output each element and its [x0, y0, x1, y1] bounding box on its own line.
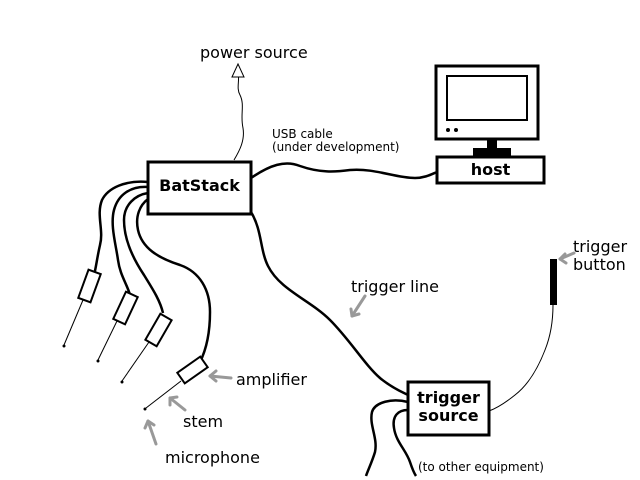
usb-cable-label: USB cable (under development) [272, 127, 400, 155]
stem-arrow-icon [168, 395, 187, 412]
stem-label: stem [183, 412, 224, 431]
amplifier-label: amplifier [236, 370, 307, 389]
trigger-button-label: trigger button [573, 238, 627, 273]
power-wire [231, 62, 245, 161]
batstack-label: BatStack [159, 176, 240, 195]
mic-cable-2 [111, 185, 149, 296]
usb-cable-label-line2: (under development) [272, 140, 400, 155]
usb-cable [250, 162, 438, 180]
host-box [435, 155, 546, 185]
amplifier-arrow-icon [208, 369, 233, 383]
stem-2 [97, 320, 118, 361]
trigger-button-arrow-icon [558, 251, 576, 265]
host-computer-icon [434, 64, 546, 185]
amplifier-4 [175, 355, 210, 385]
stem-1 [63, 299, 84, 346]
trigger-line-arrow-icon [349, 294, 367, 318]
microphone-2 [96, 359, 100, 363]
amplifier-2 [111, 290, 140, 326]
mic-cable-3 [122, 191, 165, 314]
mic-cable-4 [135, 198, 212, 363]
other-equipment-label: (to other equipment) [418, 460, 544, 474]
power-arrow-icon [231, 62, 245, 78]
trigger-button-icon [550, 259, 557, 305]
microphone-1 [62, 344, 66, 348]
other-equipment-cable-2 [392, 408, 418, 477]
amplifier-3 [144, 312, 173, 348]
pointer-arrows [143, 251, 576, 446]
trigger-line-cable [249, 211, 409, 397]
host-label: host [470, 160, 511, 179]
trigger-source-label: trigger source [408, 388, 489, 426]
mic-cable-1 [92, 180, 149, 276]
trigger-source-label-line2: source [418, 406, 479, 426]
stem-3 [121, 341, 150, 382]
batstack-box [146, 160, 253, 216]
other-equipment-cable-1 [364, 399, 409, 477]
trigger-button-wire [488, 304, 554, 412]
usb-cable-label-line1: USB cable [272, 127, 333, 141]
microphone-4 [143, 407, 147, 411]
power-source-label: power source [200, 43, 308, 62]
amplifier-1 [76, 268, 103, 304]
trigger-source-label-line1: trigger [417, 388, 480, 407]
microphone-label: microphone [165, 448, 260, 467]
microphone-arrow-icon [143, 419, 158, 446]
stem-4 [145, 380, 182, 409]
trigger-source-box [406, 380, 491, 437]
trigger-line-label: trigger line [351, 277, 439, 296]
trigger-button-label-line1: trigger [573, 237, 628, 256]
microphone-3 [120, 380, 124, 384]
trigger-button-label-line2: button [573, 254, 626, 274]
